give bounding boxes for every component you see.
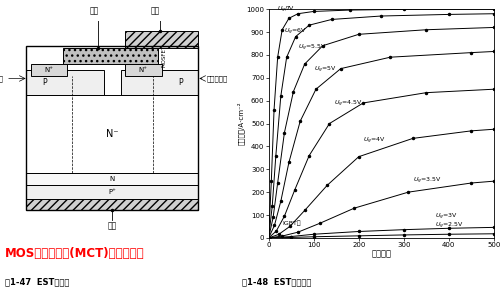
Text: P: P <box>178 78 182 87</box>
Text: $U_{g}$=4.5V: $U_{g}$=4.5V <box>334 99 363 109</box>
Text: N⁺: N⁺ <box>139 67 148 73</box>
Text: N⁻: N⁻ <box>106 129 119 139</box>
Text: IGBT区: IGBT区 <box>282 221 301 226</box>
Text: 门极: 门极 <box>89 6 99 15</box>
Bar <box>64 48 158 64</box>
Text: $U_{g}$=6V: $U_{g}$=6V <box>284 27 307 37</box>
Bar <box>27 185 199 199</box>
Text: P: P <box>42 78 47 87</box>
Text: 主晶闸管: 主晶闸管 <box>0 75 4 82</box>
Bar <box>125 64 162 77</box>
Text: MOSFET: MOSFET <box>161 45 166 67</box>
Text: $U_{g}$=5V: $U_{g}$=5V <box>313 65 337 76</box>
Bar <box>125 31 199 48</box>
Text: 阴极: 阴极 <box>151 6 160 15</box>
Text: 寄生晶闸管: 寄生晶闸管 <box>207 75 228 82</box>
Text: $U_{g}$=2.5V: $U_{g}$=2.5V <box>435 221 464 231</box>
Bar <box>27 46 199 210</box>
Bar <box>27 199 199 210</box>
X-axis label: 正向压降: 正向压降 <box>371 249 391 258</box>
Text: $U_{g}$/7V: $U_{g}$/7V <box>277 5 295 15</box>
Text: 图1-47  EST断面图: 图1-47 EST断面图 <box>5 278 70 287</box>
Text: $U_{g}$=4V: $U_{g}$=4V <box>363 136 386 146</box>
Bar <box>31 64 68 77</box>
Text: 图1-48  EST输出特性: 图1-48 EST输出特性 <box>242 278 311 287</box>
Bar <box>27 95 199 173</box>
Bar <box>27 173 199 185</box>
Text: $U_{g}$=3.5V: $U_{g}$=3.5V <box>413 176 442 186</box>
Bar <box>120 70 199 95</box>
Y-axis label: 阻密电流/A·cm⁻²: 阻密电流/A·cm⁻² <box>237 102 245 145</box>
Text: N: N <box>110 176 115 182</box>
Text: MOS控制晶闸管(MCT)等相关介绍: MOS控制晶闸管(MCT)等相关介绍 <box>5 247 145 260</box>
Text: 阳极: 阳极 <box>108 222 117 231</box>
Text: N⁺: N⁺ <box>44 67 53 73</box>
Text: $U_{g}$=5.5V: $U_{g}$=5.5V <box>298 42 327 52</box>
Text: $U_{g}$=3V: $U_{g}$=3V <box>435 212 458 222</box>
Bar <box>27 70 104 95</box>
Text: P⁺: P⁺ <box>108 189 116 195</box>
